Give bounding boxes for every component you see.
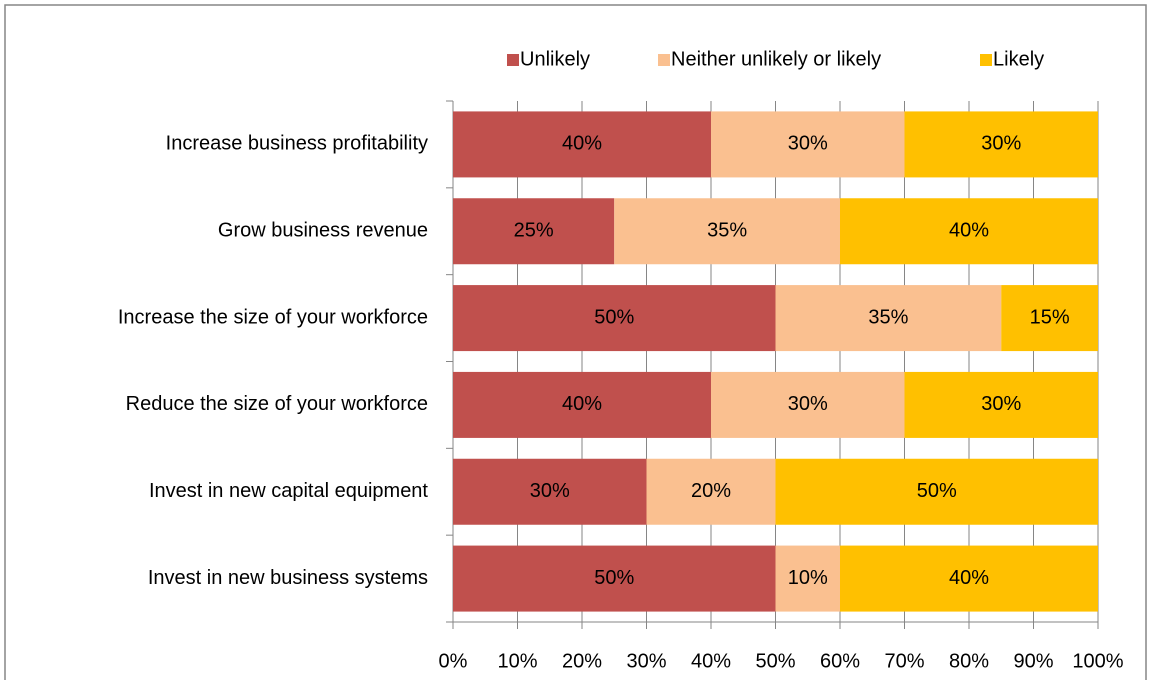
- data-label: 10%: [788, 567, 828, 589]
- data-label: 30%: [981, 133, 1021, 155]
- data-label: 40%: [949, 220, 989, 242]
- bar-segment: [840, 198, 1098, 265]
- data-label: 30%: [788, 133, 828, 155]
- bar-segment: [453, 458, 647, 525]
- bar-segment: [840, 545, 1098, 612]
- data-label: 40%: [562, 393, 602, 415]
- y-tick-label: Grow business revenue: [218, 220, 428, 242]
- data-label: 35%: [868, 306, 908, 328]
- data-label: 40%: [949, 567, 989, 589]
- data-label: 30%: [530, 480, 570, 502]
- y-tick-label: Increase the size of your workforce: [118, 306, 428, 328]
- bar-segment: [711, 371, 905, 438]
- data-label: 15%: [1030, 306, 1070, 328]
- bar-segment: [775, 545, 840, 612]
- bar-segment: [453, 545, 776, 612]
- x-tick-label: 20%: [562, 650, 602, 672]
- x-tick-label: 40%: [691, 650, 731, 672]
- legend-swatch: [507, 54, 519, 66]
- x-tick-label: 10%: [497, 650, 537, 672]
- legend-label: Likely: [993, 48, 1044, 70]
- x-tick-label: 80%: [949, 650, 989, 672]
- x-tick-label: 70%: [884, 650, 924, 672]
- data-label: 25%: [514, 220, 554, 242]
- data-label: 40%: [562, 133, 602, 155]
- bar-segment: [453, 111, 711, 178]
- data-label: 20%: [691, 480, 731, 502]
- bar-segment: [614, 198, 840, 265]
- data-label: 50%: [594, 567, 634, 589]
- bar-segment: [453, 371, 711, 438]
- data-label: 30%: [788, 393, 828, 415]
- x-tick-label: 50%: [755, 650, 795, 672]
- bar-segment: [904, 111, 1098, 178]
- y-tick-label: Reduce the size of your workforce: [126, 393, 428, 415]
- bar-segment: [711, 111, 905, 178]
- data-label: 30%: [981, 393, 1021, 415]
- bar-segment: [904, 371, 1098, 438]
- bar-segment: [453, 198, 615, 265]
- legend-swatch: [980, 54, 992, 66]
- x-tick-label: 90%: [1013, 650, 1053, 672]
- data-label: 50%: [594, 306, 634, 328]
- y-tick-label: Increase business profitability: [166, 133, 428, 155]
- data-label: 50%: [917, 480, 957, 502]
- legend-label: Neither unlikely or likely: [671, 48, 881, 70]
- legend-swatch: [658, 54, 670, 66]
- bar-segment: [775, 458, 1098, 525]
- bar-segment: [775, 285, 1002, 352]
- y-tick-label: Invest in new business systems: [148, 567, 428, 589]
- y-tick-label: Invest in new capital equipment: [149, 480, 428, 502]
- bar-segment: [453, 285, 776, 352]
- data-label: 35%: [707, 220, 747, 242]
- bar-segment: [646, 458, 776, 525]
- legend-label: Unlikely: [520, 48, 590, 70]
- x-tick-label: 100%: [1072, 650, 1123, 672]
- x-tick-label: 0%: [439, 650, 468, 672]
- bar-segment: [1001, 285, 1098, 352]
- x-tick-label: 30%: [626, 650, 666, 672]
- x-tick-label: 60%: [820, 650, 860, 672]
